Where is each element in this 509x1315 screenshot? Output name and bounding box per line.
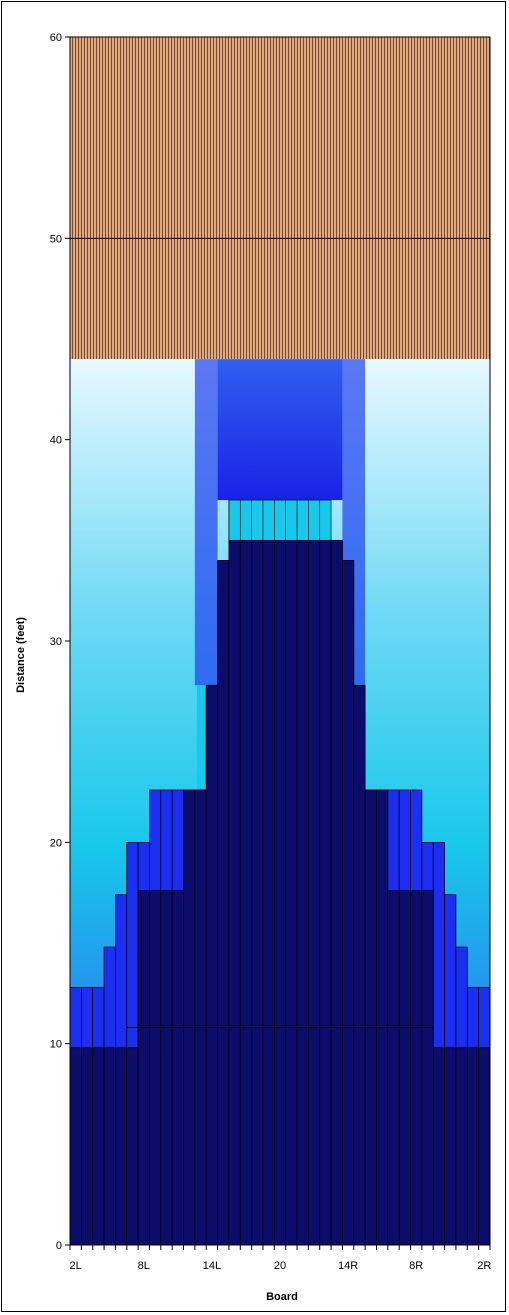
y-axis-title: Distance (feet) [15,617,27,693]
x-tick-label: 20 [274,1260,286,1272]
x-tick-label: 2L [70,1260,82,1272]
bar-series1-9R [398,890,411,1246]
y-tick-label: 0 [56,1240,62,1252]
y-tick-label: 30 [50,636,62,648]
bar-series1-17L [239,539,252,1246]
bar-series1-7R [421,890,434,1246]
bar-series1-9L [149,890,162,1246]
center-oil-zone [217,359,343,501]
bar-series1-11R [376,789,389,1246]
left-accent-strip [196,685,207,790]
bar-series1-12L [183,789,196,1246]
bar-series1-5L [103,1047,116,1246]
bar-series1-12R [364,789,377,1246]
y-tick-label: 10 [50,1039,62,1051]
bar-series1-2L [69,1047,82,1246]
bar-series1-19L [262,539,275,1246]
bar-series1-15R [330,539,343,1246]
bar-series1-14L [205,684,218,1246]
bar-series1-13L [194,789,207,1246]
bar-series1-3L [81,1047,94,1246]
bar-series1-11L [171,890,184,1246]
axes: 0 10 20 30 40 50 60 2L 8L 14L 20 14R 8R 2R [50,32,492,1272]
bar-series1-18R [296,539,309,1246]
bar-series1-6R [432,1047,445,1246]
x-tick-label: 14R [338,1260,358,1272]
bar-series1-6L [115,1047,128,1246]
bar-series1-18L [251,539,264,1246]
plot-area [69,37,491,1246]
bar-series1-16L [228,539,241,1246]
x-tick-label: 8R [409,1260,423,1272]
bar-series1-7L [126,1047,139,1246]
bar-series1-8R [410,890,423,1246]
y-tick-label: 40 [50,435,62,447]
bar-series1-4R [455,1047,468,1246]
bar-series1-13R [353,684,366,1246]
x-tick-label: 14L [203,1260,221,1272]
left-transition-zone [194,359,218,686]
bar-series1-19R [285,539,298,1246]
x-tick-label: 2R [477,1260,491,1272]
lane-beyond-oil [70,37,490,360]
y-tick-label: 60 [50,32,62,44]
bar-series1-14R [342,560,355,1246]
bar-series1-3R [466,1047,479,1246]
bar-series1-5R [444,1047,457,1246]
y-tick-label: 50 [50,233,62,245]
bar-series1-2R [478,1047,491,1246]
y-tick-label: 20 [50,837,62,849]
bar-series1-17R [308,539,321,1246]
bar-series1-15L [217,560,230,1246]
bar-series1-8L [137,890,150,1246]
bar-series1-4L [92,1047,105,1246]
bar-series1-16R [319,539,332,1246]
bar-series1-10L [160,890,173,1246]
x-tick-label: 8L [138,1260,150,1272]
center-accent-strip [228,499,332,541]
x-axis-title: Board [266,1291,298,1303]
bar-series1-20 [273,539,287,1246]
bar-series1-10R [387,890,400,1246]
